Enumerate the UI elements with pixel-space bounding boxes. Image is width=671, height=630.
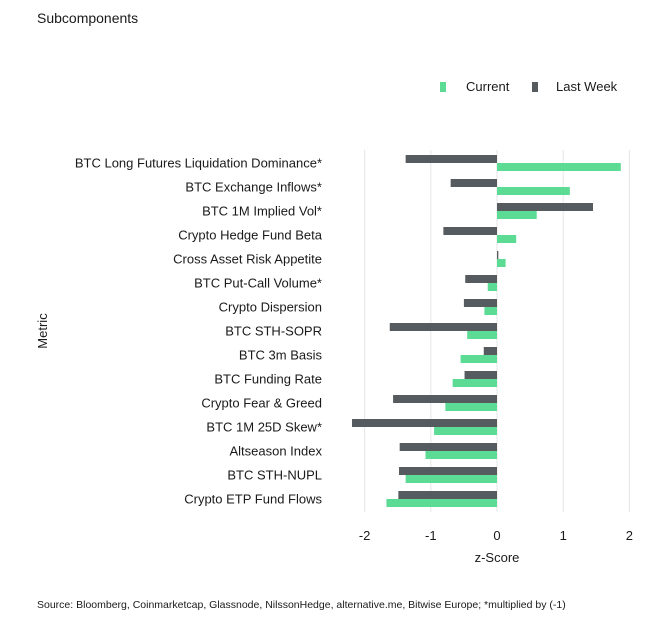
category-label: BTC 1M 25D Skew* [206, 420, 322, 435]
category-label: Crypto Dispersion [219, 300, 322, 315]
bar-last-week [398, 491, 497, 499]
category-label: Altseason Index [229, 444, 322, 459]
category-label: Crypto Hedge Fund Beta [178, 228, 323, 243]
x-tick-label: 0 [493, 528, 500, 543]
bar-current [497, 187, 570, 195]
x-tick-label: -2 [359, 528, 371, 543]
category-label: BTC STH-SOPR [225, 324, 322, 339]
legend-swatch-current [440, 82, 446, 92]
bar-last-week [463, 299, 497, 307]
bar-current [497, 211, 537, 219]
bar-last-week [389, 323, 497, 331]
source-note: Source: Bloomberg, Coinmarketcap, Glassn… [37, 599, 566, 611]
category-label: Crypto Fear & Greed [201, 396, 322, 411]
category-label: BTC Funding Rate [214, 372, 322, 387]
bar-last-week [352, 419, 497, 427]
x-tick-labels: -2 -1 0 1 2 [359, 528, 633, 543]
bar-current [434, 427, 497, 435]
bar-last-week [465, 275, 497, 283]
bar-current [386, 499, 497, 507]
bar-current [497, 259, 506, 267]
category-label: BTC Exchange Inflows* [185, 180, 322, 195]
category-label: Cross Asset Risk Appetite [173, 252, 322, 267]
y-axis-title: Metric [35, 313, 50, 349]
bar-last-week [393, 395, 497, 403]
bar-current [452, 379, 497, 387]
x-tick-label: 1 [560, 528, 567, 543]
legend-label-current: Current [466, 79, 510, 94]
bar-current [445, 403, 497, 411]
x-tick-label: 2 [626, 528, 633, 543]
bar-current [487, 283, 497, 291]
category-label: BTC 3m Basis [239, 348, 323, 363]
bar-current [484, 307, 497, 315]
bar-last-week [450, 179, 497, 187]
category-label: BTC 1M Implied Vol* [202, 204, 322, 219]
bar-current [497, 235, 517, 243]
bar-current [405, 475, 497, 483]
page-title: Subcomponents [37, 10, 139, 26]
bar-last-week [483, 347, 497, 355]
bar-last-week [399, 443, 497, 451]
category-label: BTC Long Futures Liquidation Dominance* [75, 156, 322, 171]
bar-last-week [443, 227, 497, 235]
bar-last-week [405, 155, 497, 163]
bar-last-week [497, 203, 593, 211]
bar-current [425, 451, 497, 459]
legend-swatch-last-week [532, 82, 538, 92]
legend: Current Last Week [440, 79, 618, 94]
bar-current [467, 331, 497, 339]
bar-current [497, 163, 621, 171]
category-label: BTC STH-NUPL [227, 468, 322, 483]
category-label: BTC Put-Call Volume* [194, 276, 322, 291]
x-axis-title: z-Score [475, 550, 520, 565]
bars [352, 155, 621, 507]
bar-last-week [464, 371, 497, 379]
bar-last-week [399, 467, 497, 475]
bar-last-week [497, 251, 499, 259]
category-labels: BTC Long Futures Liquidation Dominance* B… [75, 156, 323, 507]
bar-current [460, 355, 497, 363]
x-tick-label: -1 [425, 528, 437, 543]
legend-label-last-week: Last Week [556, 79, 618, 94]
category-label: Crypto ETP Fund Flows [184, 492, 322, 507]
